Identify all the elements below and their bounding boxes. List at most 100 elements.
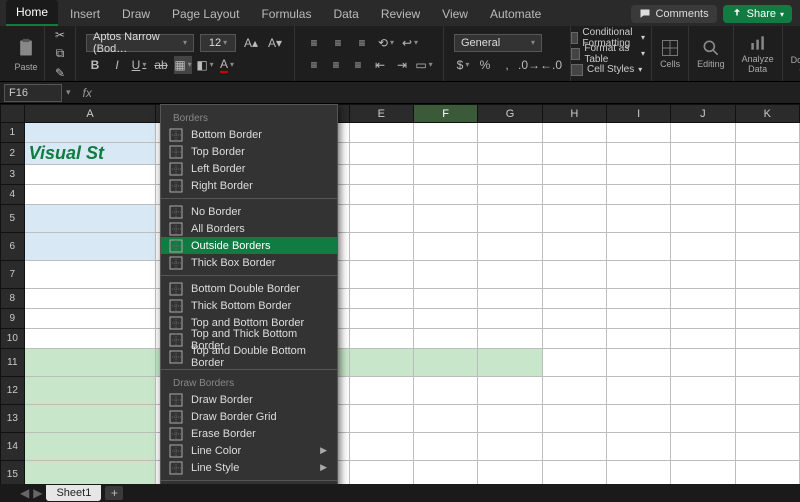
select-all-corner[interactable]	[1, 105, 25, 123]
tab-pagelayout[interactable]: Page Layout	[162, 2, 249, 26]
cell-K13[interactable]	[735, 405, 799, 433]
fill-color-button[interactable]: ◧	[196, 56, 214, 74]
cell-I1[interactable]	[607, 123, 671, 143]
percent-icon[interactable]: %	[476, 56, 494, 74]
cell-G10[interactable]	[478, 329, 542, 349]
cell-I15[interactable]	[607, 461, 671, 485]
cell-H14[interactable]	[542, 433, 606, 461]
cell-J15[interactable]	[671, 461, 735, 485]
menu-item-outside-borders[interactable]: Outside Borders	[161, 237, 337, 254]
orientation-icon[interactable]: ⟲	[377, 34, 395, 52]
cell-G8[interactable]	[478, 289, 542, 309]
cell-H15[interactable]	[542, 461, 606, 485]
cell-J2[interactable]	[671, 143, 735, 165]
cell-F5[interactable]	[413, 205, 477, 233]
cell-H7[interactable]	[542, 261, 606, 289]
cell-I5[interactable]	[607, 205, 671, 233]
cut-icon[interactable]: ✂︎	[51, 26, 69, 43]
cell-E10[interactable]	[349, 329, 413, 349]
row-header-10[interactable]: 10	[1, 329, 25, 349]
row-header-3[interactable]: 3	[1, 165, 25, 185]
cell-F14[interactable]	[413, 433, 477, 461]
fmt-table[interactable]: Format as Table▾	[571, 47, 645, 61]
copy-icon[interactable]: ⧉	[51, 45, 69, 62]
menu-item-line-style[interactable]: Line Style	[161, 459, 337, 476]
cell-G7[interactable]	[478, 261, 542, 289]
cell-A3[interactable]	[24, 165, 156, 185]
sheet-tab[interactable]: Sheet1	[46, 485, 101, 501]
row-header-1[interactable]: 1	[1, 123, 25, 143]
cell-E1[interactable]	[349, 123, 413, 143]
cell-G14[interactable]	[478, 433, 542, 461]
cell-F12[interactable]	[413, 377, 477, 405]
cell-A9[interactable]	[24, 309, 156, 329]
menu-item-thick-box-border[interactable]: Thick Box Border	[161, 254, 337, 271]
tab-review[interactable]: Review	[371, 2, 430, 26]
cell-F9[interactable]	[413, 309, 477, 329]
cell-K14[interactable]	[735, 433, 799, 461]
row-header-6[interactable]: 6	[1, 233, 25, 261]
cell-I4[interactable]	[607, 185, 671, 205]
bold-button[interactable]: B	[86, 56, 104, 74]
add-sheet-button[interactable]: +	[105, 486, 123, 500]
cell-J5[interactable]	[671, 205, 735, 233]
cell-K6[interactable]	[735, 233, 799, 261]
cell-G5[interactable]	[478, 205, 542, 233]
cell-J12[interactable]	[671, 377, 735, 405]
cell-E15[interactable]	[349, 461, 413, 485]
menu-item-line-color[interactable]: Line Color	[161, 442, 337, 459]
cell-H11[interactable]	[542, 349, 606, 377]
cell-K9[interactable]	[735, 309, 799, 329]
cell-H10[interactable]	[542, 329, 606, 349]
cell-H13[interactable]	[542, 405, 606, 433]
paste-icon[interactable]	[14, 36, 38, 60]
strike-button[interactable]: ab	[152, 56, 170, 74]
cell-K1[interactable]	[735, 123, 799, 143]
cell-J4[interactable]	[671, 185, 735, 205]
cell-H3[interactable]	[542, 165, 606, 185]
editing-group[interactable]: Editing	[689, 26, 734, 81]
row-header-12[interactable]: 12	[1, 377, 25, 405]
cell-K2[interactable]	[735, 143, 799, 165]
row-header-8[interactable]: 8	[1, 289, 25, 309]
cell-A12[interactable]	[24, 377, 156, 405]
cell-H1[interactable]	[542, 123, 606, 143]
cell-E7[interactable]	[349, 261, 413, 289]
cell-H12[interactable]	[542, 377, 606, 405]
cell-G4[interactable]	[478, 185, 542, 205]
cell-E2[interactable]	[349, 143, 413, 165]
name-box[interactable]: F16	[4, 84, 62, 102]
cell-J8[interactable]	[671, 289, 735, 309]
menu-item-top-border[interactable]: Top Border	[161, 143, 337, 160]
align-left-icon[interactable]: ≡	[305, 56, 323, 74]
cell-E13[interactable]	[349, 405, 413, 433]
cell-J10[interactable]	[671, 329, 735, 349]
cell-G9[interactable]	[478, 309, 542, 329]
cell-J9[interactable]	[671, 309, 735, 329]
cell-K5[interactable]	[735, 205, 799, 233]
cell-J3[interactable]	[671, 165, 735, 185]
italic-button[interactable]: I	[108, 56, 126, 74]
number-format[interactable]: General	[454, 34, 542, 52]
menu-item-no-border[interactable]: No Border	[161, 203, 337, 220]
cell-J14[interactable]	[671, 433, 735, 461]
nav-right-icon[interactable]: ▶	[33, 486, 42, 500]
cell-E11[interactable]	[349, 349, 413, 377]
align-top-icon[interactable]: ≡	[305, 34, 323, 52]
align-mid-icon[interactable]: ≡	[329, 34, 347, 52]
cell-I8[interactable]	[607, 289, 671, 309]
cell-A13[interactable]	[24, 405, 156, 433]
font-size[interactable]: 12	[200, 34, 236, 52]
cell-E14[interactable]	[349, 433, 413, 461]
menu-item-bottom-double-border[interactable]: Bottom Double Border	[161, 280, 337, 297]
cell-K7[interactable]	[735, 261, 799, 289]
cell-G11[interactable]	[478, 349, 542, 377]
cell-I2[interactable]	[607, 143, 671, 165]
cell-I12[interactable]	[607, 377, 671, 405]
cell-E9[interactable]	[349, 309, 413, 329]
menu-item-all-borders[interactable]: All Borders	[161, 220, 337, 237]
menu-item-draw-border[interactable]: Draw Border	[161, 391, 337, 408]
cell-G3[interactable]	[478, 165, 542, 185]
dec-decimal-icon[interactable]: ←.0	[542, 56, 560, 74]
cell-G13[interactable]	[478, 405, 542, 433]
